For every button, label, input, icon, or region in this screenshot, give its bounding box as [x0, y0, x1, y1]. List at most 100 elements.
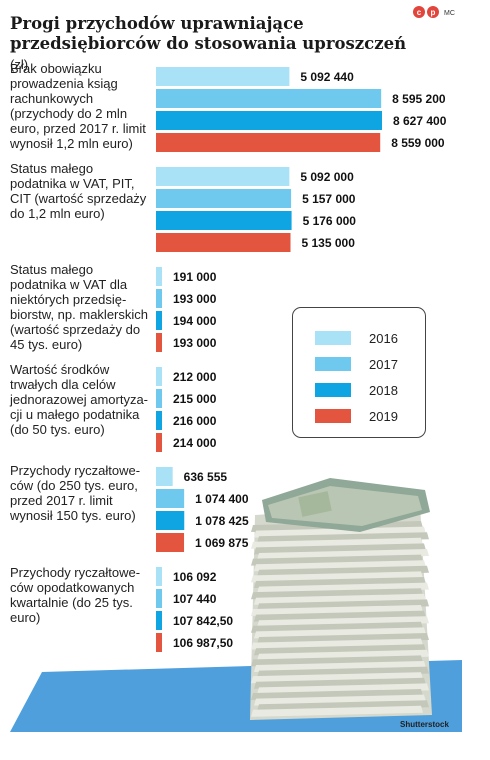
banknote-layer	[251, 588, 423, 600]
banknote-layer	[251, 605, 423, 616]
category-label-line: CIT (wartość sprzedaży	[10, 191, 147, 206]
bar-2018	[156, 611, 162, 630]
category-label-line: Przychody ryczałtowe-	[10, 463, 140, 478]
bar-value-label: 193 000	[173, 336, 217, 350]
bar-2017	[156, 489, 185, 508]
bar-value-label: 214 000	[173, 436, 217, 450]
bar-2017	[156, 589, 162, 608]
banknote-layer	[251, 655, 423, 667]
bar-value-label: 1 078 425	[195, 514, 249, 528]
category-label-line: Wartość środków	[10, 362, 110, 377]
bar-value-label: 106 987,50	[173, 636, 233, 650]
legend-swatch-2017	[315, 357, 351, 371]
banknote-layer	[257, 549, 429, 560]
banknote-layer	[251, 705, 423, 717]
banknote-layer	[251, 672, 423, 684]
bar-value-label: 8 627 400	[393, 114, 447, 128]
bar-value-label: 193 000	[173, 292, 217, 306]
bar-2016	[156, 67, 290, 86]
chart-legend: 2016 2017 2018 2019	[292, 307, 426, 438]
category-label-line: Przychody ryczałtowe-	[10, 565, 140, 580]
bar-2016	[156, 167, 290, 186]
category-label-line: (wartość sprzedaży do	[10, 322, 140, 337]
banknote-layer	[257, 649, 429, 661]
chart-unit: (zł)	[10, 57, 29, 72]
category-label-line: (przychody do 2 mln	[10, 106, 127, 121]
bar-2019	[156, 533, 185, 552]
bar-2018	[156, 211, 292, 230]
category-label-line: 45 tys. euro)	[10, 337, 82, 352]
bar-2019	[156, 433, 162, 452]
chart-title-text: Progi przychodów uprawniające przedsiębi…	[10, 14, 407, 53]
bar-2016	[156, 267, 162, 286]
category-label-line: euro)	[10, 610, 40, 625]
banknote-layer	[254, 526, 426, 538]
legend-label-2019: 2019	[369, 408, 398, 424]
banknote-layer	[251, 571, 423, 583]
bar-value-label: 212 000	[173, 370, 217, 384]
category-label-line: podatnika w VAT dla	[10, 277, 128, 292]
banknote-layer	[254, 610, 426, 622]
bar-value-label: 191 000	[173, 270, 217, 284]
legend-label-2018: 2018	[369, 382, 398, 398]
banknote-layer	[257, 565, 429, 577]
category-label-line: cji u małego podatnika	[10, 407, 140, 422]
category-label-line: (do 50 tys. euro)	[10, 422, 105, 437]
legend-swatch-2019	[315, 409, 351, 423]
category-label-line: do 1,2 mln euro)	[10, 206, 105, 221]
category-label-line: euro, przed 2017 r. limit	[10, 121, 146, 136]
bar-2016	[156, 367, 162, 386]
copyright-p-icon: p	[427, 6, 439, 18]
category-label-line: niektórych przedsię-	[10, 292, 126, 307]
bar-value-label: 5 092 440	[300, 70, 354, 84]
bar-2018	[156, 411, 162, 430]
bar-value-label: 215 000	[173, 392, 217, 406]
bar-value-label: 5 157 000	[302, 192, 356, 206]
banknote-layer	[254, 543, 426, 555]
category-label-line: trwałych dla celów	[10, 377, 116, 392]
category-label-line: rachunkowych	[10, 91, 93, 106]
bar-2017	[156, 189, 292, 208]
bar-2019	[156, 633, 162, 652]
legend-swatch-2016	[315, 331, 351, 345]
copyright-c-icon: c	[413, 6, 425, 18]
bar-2019	[156, 333, 162, 352]
banknote-layer	[257, 666, 429, 678]
banknote-layer	[257, 532, 429, 544]
banknote-layer	[257, 633, 429, 644]
legend-item-2019: 2019	[315, 408, 398, 424]
bar-2016	[156, 567, 162, 586]
banknote-layer	[251, 621, 423, 633]
bar-value-label: 106 092	[173, 570, 217, 584]
legend-item-2016: 2016	[315, 331, 398, 346]
bar-2017	[156, 389, 162, 408]
copyright-badge: c p	[413, 6, 439, 18]
category-label-line: kwartalnie (do 25 tys.	[10, 595, 133, 610]
category-label-line: jednorazowej amortyza-	[9, 392, 148, 407]
banknote-layer	[251, 554, 423, 566]
bar-2017	[156, 289, 162, 308]
legend-label-2017: 2017	[369, 356, 398, 372]
bar-2018	[156, 511, 185, 530]
chart-title: Progi przychodów uprawniające przedsiębi…	[10, 14, 410, 75]
bar-2016	[156, 467, 173, 486]
banknote-layer	[251, 638, 423, 650]
bar-value-label: 5 135 000	[302, 236, 356, 250]
category-label-line: podatnika w VAT, PIT,	[10, 176, 135, 191]
legend-swatch-2018	[315, 383, 351, 397]
bar-2017	[156, 89, 382, 108]
author-initials: MC	[444, 10, 455, 17]
banknote-layer	[254, 577, 426, 588]
category-label-line: Brak obowiązku	[10, 61, 102, 76]
legend-item-2018: 2018	[315, 382, 398, 398]
banknote-layer	[257, 599, 429, 611]
banknote-layer	[254, 677, 426, 689]
category-label-line: wynosił 1,2 mln euro)	[9, 136, 133, 151]
bar-value-label: 1 069 875	[195, 536, 249, 550]
bar-2019	[156, 233, 291, 252]
banknote-layer	[251, 537, 423, 549]
bar-value-label: 5 092 000	[300, 170, 354, 184]
legend-item-2017: 2017	[315, 356, 398, 372]
